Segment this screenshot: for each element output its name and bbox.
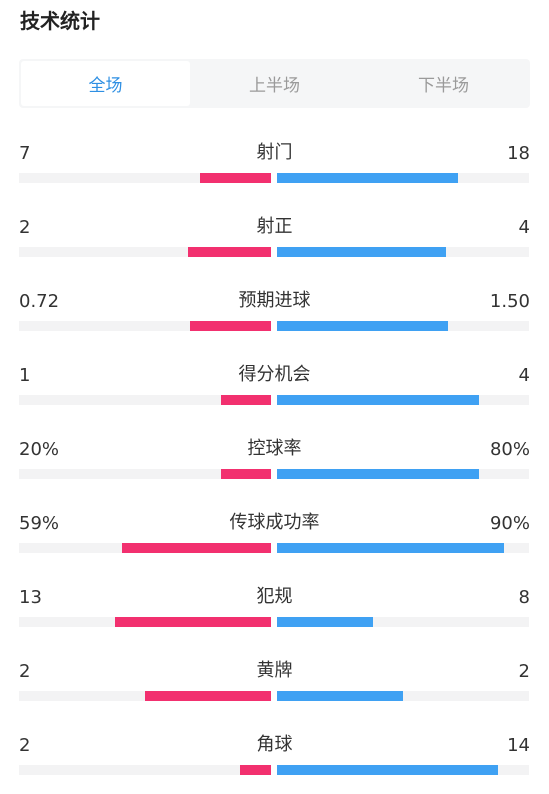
stat-name: 得分机会	[238, 364, 311, 385]
away-bar-track	[277, 469, 529, 479]
away-value: 1.50	[489, 290, 530, 312]
away-value: 18	[507, 142, 530, 164]
home-value: 7	[19, 142, 31, 164]
home-bar-track	[19, 321, 271, 331]
away-bar	[277, 469, 479, 479]
stat-name: 预期进球	[238, 290, 311, 311]
home-bar	[239, 765, 271, 775]
stat-name: 黄牌	[256, 660, 293, 681]
away-value: 4	[518, 216, 530, 238]
home-value: 1	[19, 364, 31, 386]
away-value: 80%	[489, 438, 530, 460]
away-bar	[277, 395, 479, 405]
away-bar	[277, 691, 403, 701]
home-value: 59%	[19, 512, 60, 534]
home-value: 20%	[19, 438, 60, 460]
home-bar-track	[19, 765, 271, 775]
away-value: 2	[518, 660, 530, 682]
away-bar-track	[277, 617, 529, 627]
home-bar	[200, 173, 271, 183]
away-bar-track	[277, 691, 529, 701]
home-bar-track	[19, 691, 271, 701]
home-bar	[187, 247, 271, 257]
away-value: 4	[518, 364, 530, 386]
stat-row: 7 18 射门	[19, 140, 530, 190]
home-bar	[122, 543, 271, 553]
home-bar	[145, 691, 271, 701]
away-bar	[277, 321, 449, 331]
away-value: 8	[518, 586, 530, 608]
home-bar	[220, 469, 271, 479]
away-bar-track	[277, 173, 529, 183]
stat-row: 13 8 犯规	[19, 584, 530, 634]
home-bar-track	[19, 395, 271, 405]
away-bar-track	[277, 543, 529, 553]
stat-name: 控球率	[247, 438, 302, 459]
home-bar-track	[19, 173, 271, 183]
home-value: 2	[19, 734, 31, 756]
away-bar	[277, 765, 498, 775]
home-bar	[114, 617, 271, 627]
tab-full-match[interactable]: 全场	[21, 61, 190, 106]
stat-name: 传球成功率	[229, 512, 320, 533]
home-bar-track	[19, 469, 271, 479]
away-bar	[277, 617, 373, 627]
away-value: 90%	[489, 512, 530, 534]
home-bar	[190, 321, 271, 331]
stat-name: 射正	[256, 216, 293, 237]
tab-first-half[interactable]: 上半场	[249, 76, 300, 96]
away-bar	[277, 173, 459, 183]
stat-row: 1 4 得分机会	[19, 362, 530, 412]
stat-name: 射门	[256, 142, 293, 163]
stat-row: 59% 90% 传球成功率	[19, 510, 530, 560]
away-bar-track	[277, 765, 529, 775]
stat-row: 2 14 角球	[19, 732, 530, 782]
home-bar-track	[19, 247, 271, 257]
away-bar	[277, 247, 446, 257]
stat-row: 2 4 射正	[19, 214, 530, 264]
home-bar-track	[19, 617, 271, 627]
home-bar-track	[19, 543, 271, 553]
home-value: 2	[19, 660, 31, 682]
away-bar-track	[277, 395, 529, 405]
away-bar-track	[277, 247, 529, 257]
home-bar	[220, 395, 271, 405]
tab-second-half[interactable]: 下半场	[418, 76, 469, 96]
stat-name: 角球	[256, 734, 293, 755]
away-value: 14	[507, 734, 530, 756]
stat-row: 20% 80% 控球率	[19, 436, 530, 486]
away-bar-track	[277, 321, 529, 331]
home-value: 13	[19, 586, 42, 608]
home-value: 2	[19, 216, 31, 238]
away-bar	[277, 543, 504, 553]
page-title: 技术统计	[20, 9, 100, 33]
stat-name: 犯规	[256, 586, 293, 607]
stat-row: 2 2 黄牌	[19, 658, 530, 708]
period-tabs: 全场 上半场 下半场	[19, 59, 530, 108]
stat-row: 0.72 1.50 预期进球	[19, 288, 530, 338]
home-value: 0.72	[19, 290, 60, 312]
